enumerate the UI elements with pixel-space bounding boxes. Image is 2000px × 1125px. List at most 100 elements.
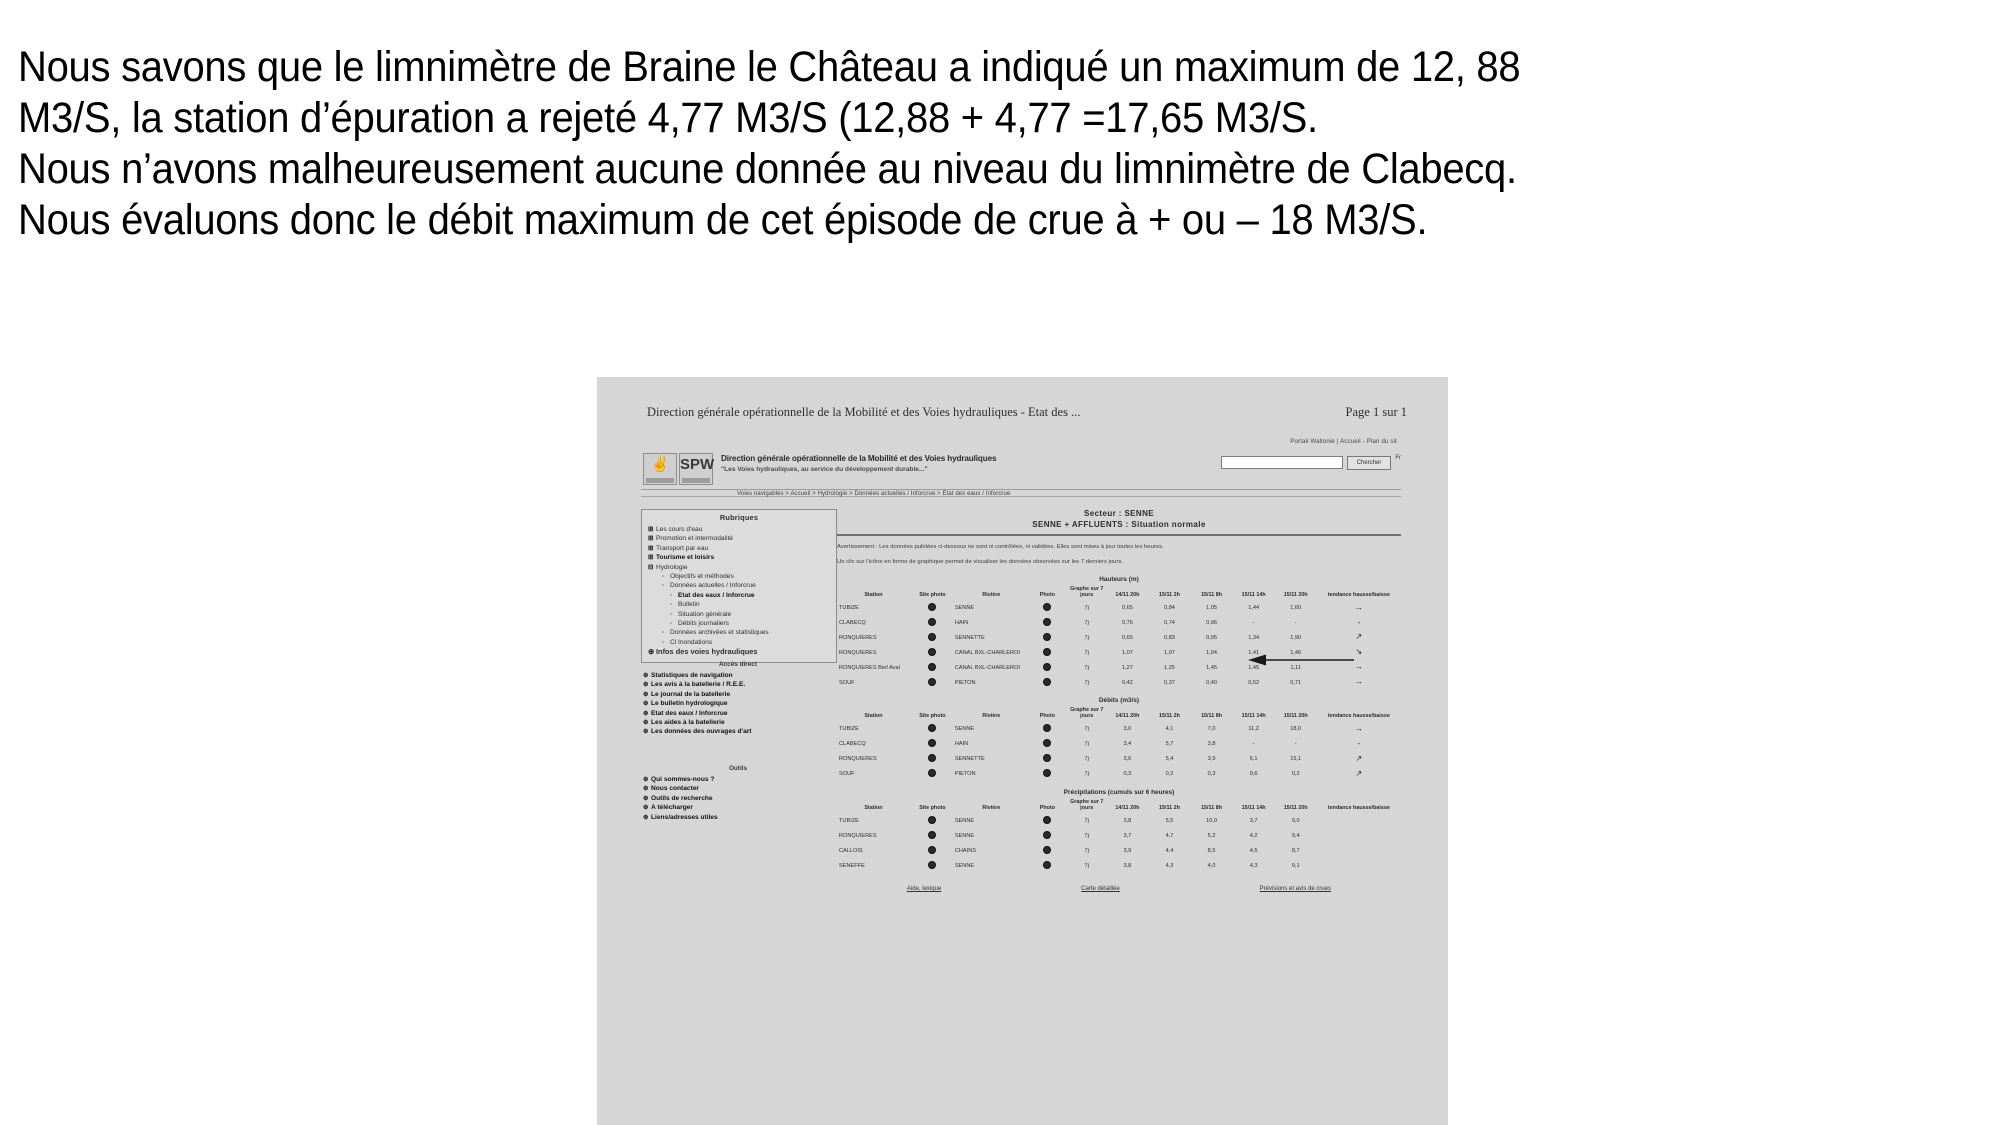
site-photo-icon[interactable] bbox=[910, 616, 955, 631]
photo-icon[interactable] bbox=[1028, 601, 1067, 616]
sidebar-item-10[interactable]: · Débits journaliers bbox=[646, 619, 832, 628]
sidebar-acces-item-1[interactable]: ⊕ Les avis à la batellerie / R.E.E. bbox=[641, 680, 835, 689]
site-photo-icon[interactable] bbox=[910, 858, 955, 873]
language-switch[interactable]: Fr bbox=[1395, 455, 1401, 461]
graph-link[interactable]: 7j bbox=[1084, 664, 1089, 671]
sidebar-outils-item-1[interactable]: ⊕ Nous contacter bbox=[641, 784, 835, 793]
graph-link[interactable]: 7j bbox=[1084, 679, 1089, 686]
site-photo-icon[interactable] bbox=[910, 814, 955, 829]
sidebar-item-2[interactable]: ⊞ Transport par eau bbox=[646, 544, 832, 553]
photo-icon[interactable] bbox=[1028, 646, 1067, 661]
photo-icon[interactable] bbox=[1028, 737, 1067, 752]
footer-link-0[interactable]: Aide, lexique bbox=[906, 886, 942, 893]
site-photo-icon[interactable] bbox=[910, 661, 955, 676]
graph-link[interactable]: 7j bbox=[1084, 847, 1089, 854]
sidebar-outils-item-label: Qui sommes-nous ? bbox=[651, 776, 715, 783]
sidebar-acces-item-5[interactable]: ⊕ Les aides à la batellerie bbox=[641, 718, 835, 727]
sidebar-item-1[interactable]: ⊞ Promotion et intermodalité bbox=[646, 534, 832, 543]
search-button[interactable]: Chercher bbox=[1347, 456, 1391, 470]
photo-icon[interactable] bbox=[1028, 675, 1067, 690]
site-photo-icon[interactable] bbox=[910, 752, 955, 767]
slide-line-1: Nous savons que le limnimètre de Braine … bbox=[18, 43, 1521, 91]
site-photo-icon[interactable] bbox=[910, 844, 955, 859]
sidebar-item-3[interactable]: ⊞ Tourisme et loisirs bbox=[646, 553, 832, 562]
photo-icon[interactable] bbox=[1028, 752, 1067, 767]
site-photo-icon[interactable] bbox=[910, 646, 955, 661]
sidebar-item-9[interactable]: · Situation générale bbox=[646, 610, 832, 619]
footer-link-1[interactable]: Carte détaillée bbox=[1081, 886, 1120, 893]
photo-icon[interactable] bbox=[1028, 829, 1067, 844]
column-header-1: Site photo bbox=[919, 804, 946, 811]
photo-icon[interactable] bbox=[1028, 661, 1067, 676]
sidebar-item-0[interactable]: ⊞ Les cours d'eau bbox=[646, 525, 832, 534]
graph-link[interactable]: 7j bbox=[1084, 862, 1089, 869]
photo-icon[interactable] bbox=[1028, 814, 1067, 829]
sidebar-item-6[interactable]: · Données actuelles / Inforcrue bbox=[646, 581, 832, 590]
footer-link-2[interactable]: Prévisions et avis de crues bbox=[1259, 886, 1332, 893]
photo-icon[interactable] bbox=[1028, 631, 1067, 646]
graph-link[interactable]: 7j bbox=[1084, 771, 1089, 778]
search-input[interactable] bbox=[1221, 456, 1343, 469]
site-photo-icon[interactable] bbox=[910, 675, 955, 690]
sidebar-item-5[interactable]: · Objectifs et méthodes bbox=[646, 572, 832, 581]
sidebar-item-7[interactable]: · Etat des eaux / Inforcrue bbox=[646, 591, 832, 600]
sidebar-acces-item-label: Etat des eaux / Inforcrue bbox=[651, 709, 728, 717]
sidebar-item-12[interactable]: · Cl Inondations bbox=[646, 638, 832, 647]
breadcrumb[interactable]: Voies navigables > Accueil > Hydrologie … bbox=[737, 491, 1011, 497]
graph-link[interactable]: 7j bbox=[1084, 605, 1089, 612]
value-cell-1: 0,37 bbox=[1164, 679, 1175, 686]
site-photo-icon[interactable] bbox=[910, 829, 955, 844]
site-photo-icon[interactable] bbox=[910, 631, 955, 646]
table-row: TUBIZE SENNE 7j 3,0 4,1 7,0 11,2 18,0 → bbox=[837, 722, 1401, 737]
sidebar-item-label: Débits journaliers bbox=[678, 620, 729, 628]
value-cell-2: 1,45 bbox=[1206, 664, 1217, 671]
graph-link[interactable]: 7j bbox=[1084, 817, 1089, 824]
photo-icon[interactable] bbox=[1028, 767, 1067, 782]
top-utility-links[interactable]: Portail Wallonie | Accueil - Plan du sit bbox=[1290, 439, 1397, 445]
graph-link[interactable]: 7j bbox=[1084, 634, 1089, 641]
sidebar-group2-list: ⊕ Statistiques de navigation ⊕ Les avis à l… bbox=[641, 671, 835, 737]
sidebar-item-4[interactable]: ⊟ Hydrologie bbox=[646, 563, 832, 572]
graph-link[interactable]: 7j bbox=[1084, 741, 1089, 748]
value-cell-3: 4,2 bbox=[1249, 832, 1258, 839]
sidebar-outils-item-label: Liens/adresses utiles bbox=[651, 813, 718, 821]
site-photo-icon[interactable] bbox=[910, 601, 955, 616]
graph-link[interactable]: 7j bbox=[1084, 620, 1089, 627]
trend-arrow-icon: - bbox=[1357, 617, 1361, 627]
sidebar-acces-item-2[interactable]: ⊕ Le journal de la batellerie bbox=[641, 690, 835, 699]
photo-icon[interactable] bbox=[1028, 844, 1067, 859]
graph-hint-note: Un clic sur l'icône en forme de graphiqu… bbox=[837, 558, 1123, 565]
sidebar-outils-item-4[interactable]: ⊕ Liens/adresses utiles bbox=[641, 813, 835, 822]
site-banner: ✌ SPW Direction générale opérationnelle … bbox=[641, 439, 1401, 490]
sidebar-acces-item-0[interactable]: ⊕ Statistiques de navigation bbox=[641, 671, 835, 680]
document-header-title: Direction générale opérationnelle de la … bbox=[647, 405, 1081, 419]
graph-link[interactable]: 7j bbox=[1084, 756, 1089, 763]
sidebar-acces-item-3[interactable]: ⊕ Le bulletin hydrologique bbox=[641, 699, 835, 708]
sidebar-acces-item-6[interactable]: ⊕ Les données des ouvrages d'art bbox=[641, 727, 835, 736]
trend-arrow-icon bbox=[1317, 829, 1401, 844]
graph-link[interactable]: 7j bbox=[1084, 832, 1089, 839]
page-footer-links[interactable]: Aide, lexique Carte détaillée Prévisions e… bbox=[837, 885, 1401, 893]
sidebar-acces-item-4[interactable]: ⊕ Etat des eaux / Inforcrue bbox=[641, 709, 835, 718]
sidebar-outils-item-0[interactable]: ⊕ Qui sommes-nous ? bbox=[641, 775, 835, 784]
graph-link[interactable]: 7j bbox=[1084, 649, 1089, 656]
station-name: TUBIZE bbox=[839, 605, 859, 612]
graph-link[interactable]: 7j bbox=[1084, 726, 1089, 733]
site-photo-icon[interactable] bbox=[910, 767, 955, 782]
sidebar-item-infos-voies[interactable]: ⊕ Infos des voies hydrauliques bbox=[646, 647, 832, 656]
photo-icon[interactable] bbox=[1028, 616, 1067, 631]
site-photo-icon[interactable] bbox=[910, 722, 955, 737]
photo-icon[interactable] bbox=[1028, 722, 1067, 737]
site-photo-icon[interactable] bbox=[910, 737, 955, 752]
value-cell-1: 5,7 bbox=[1165, 741, 1174, 748]
sidebar-outils-item-2[interactable]: ⊕ Outils de recherche bbox=[641, 794, 835, 803]
station-name: RONQUIERES bbox=[839, 649, 877, 656]
sidebar-outils-item-3[interactable]: ⊕ A télécharger bbox=[641, 803, 835, 812]
table-row: RONQUIERES SENNE 7j 3,7 4,7 5,2 4,2 9,4 bbox=[837, 829, 1401, 844]
sidebar-item-8[interactable]: · Bulletin bbox=[646, 600, 832, 609]
photo-icon[interactable] bbox=[1028, 858, 1067, 873]
column-header-4: Graphe sur 7 jours bbox=[1070, 707, 1104, 720]
sidebar-item-11[interactable]: · Données archivées et statistiques bbox=[646, 628, 832, 637]
river-name: CANAL BXL-CHARLEROI bbox=[954, 664, 1020, 671]
sidebar-acces-item-label: Statistiques de navigation bbox=[651, 672, 733, 679]
